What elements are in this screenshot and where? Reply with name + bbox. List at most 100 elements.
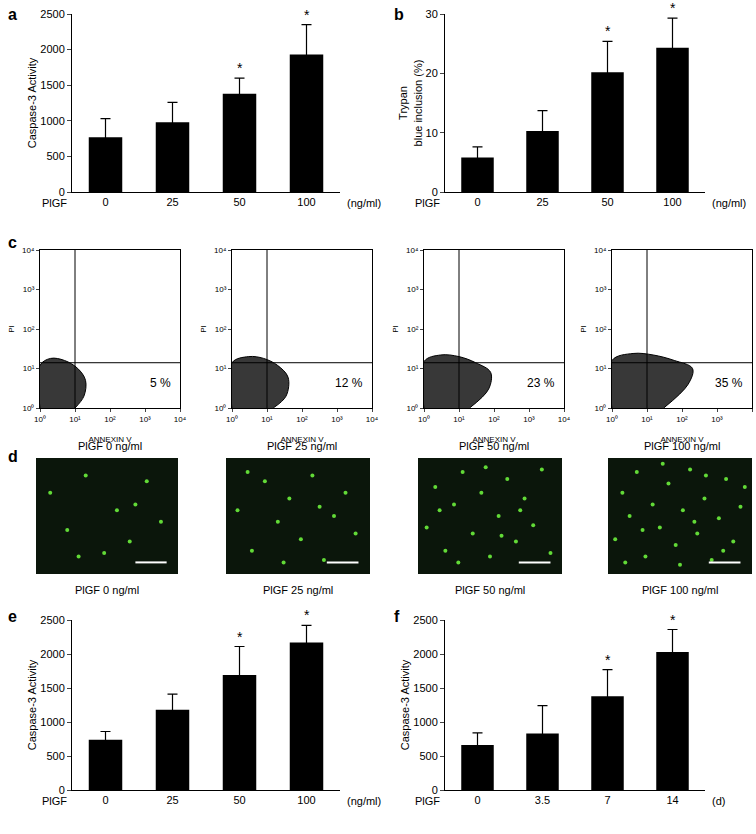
- svg-text:b: b: [394, 6, 404, 23]
- svg-text:100: 100: [663, 196, 681, 208]
- svg-text:*: *: [605, 23, 611, 39]
- svg-text:500: 500: [46, 750, 64, 762]
- svg-text:20: 20: [426, 67, 438, 79]
- svg-text:ANNEXIN V: ANNEXIN V: [88, 435, 132, 444]
- svg-text:PI: PI: [199, 325, 208, 333]
- svg-text:PlGF 50 ng/ml: PlGF 50 ng/ml: [459, 440, 529, 452]
- svg-text:10²: 10²: [407, 325, 419, 334]
- svg-text:1500: 1500: [40, 79, 64, 91]
- svg-text:10⁴: 10⁴: [406, 246, 419, 255]
- svg-text:25: 25: [166, 794, 178, 806]
- svg-text:10¹: 10¹: [407, 364, 419, 373]
- svg-text:c: c: [8, 234, 17, 251]
- svg-text:PlGF 0 ng/ml: PlGF 0 ng/ml: [75, 584, 139, 596]
- svg-text:1000: 1000: [40, 716, 64, 728]
- svg-text:f: f: [394, 608, 400, 625]
- svg-text:Caspase-3 Activity: Caspase-3 Activity: [26, 57, 38, 148]
- svg-text:10²: 10²: [23, 325, 35, 334]
- svg-text:10⁰: 10⁰: [406, 404, 418, 413]
- svg-text:PlGF: PlGF: [42, 197, 67, 209]
- svg-text:100: 100: [297, 794, 315, 806]
- svg-text:ANNEXIN V: ANNEXIN V: [660, 435, 704, 444]
- svg-text:100: 100: [297, 196, 315, 208]
- svg-text:23 %: 23 %: [527, 376, 555, 390]
- svg-text:25: 25: [536, 196, 548, 208]
- svg-text:1500: 1500: [413, 682, 437, 694]
- svg-text:ANNEXIN V: ANNEXIN V: [472, 435, 516, 444]
- svg-text:(ng/ml): (ng/ml): [347, 197, 381, 209]
- svg-text:25: 25: [166, 196, 178, 208]
- svg-text:3.5: 3.5: [535, 794, 550, 806]
- svg-text:PI: PI: [391, 325, 400, 333]
- svg-text:10⁴: 10⁴: [594, 246, 607, 255]
- svg-text:*: *: [304, 7, 310, 23]
- svg-text:10⁰: 10⁰: [594, 404, 606, 413]
- svg-text:10⁰: 10⁰: [214, 404, 226, 413]
- svg-text:10⁰: 10⁰: [34, 415, 46, 424]
- svg-text:PlGF: PlGF: [42, 795, 67, 807]
- svg-text:PlGF 50 ng/ml: PlGF 50 ng/ml: [455, 584, 525, 596]
- svg-text:50: 50: [601, 196, 613, 208]
- svg-text:10⁴: 10⁴: [366, 415, 379, 424]
- svg-text:0: 0: [474, 794, 480, 806]
- svg-text:10¹: 10¹: [453, 415, 465, 424]
- svg-text:*: *: [237, 60, 243, 76]
- svg-text:e: e: [8, 608, 17, 625]
- svg-text:PlGF: PlGF: [415, 795, 440, 807]
- svg-text:*: *: [237, 629, 243, 645]
- svg-text:PI: PI: [579, 325, 588, 333]
- svg-text:50: 50: [233, 794, 245, 806]
- svg-text:1000: 1000: [40, 115, 64, 127]
- svg-text:50: 50: [233, 196, 245, 208]
- svg-text:10¹: 10¹: [641, 415, 653, 424]
- svg-text:PlGF 100 ng/ml: PlGF 100 ng/ml: [642, 584, 718, 596]
- svg-text:500: 500: [46, 150, 64, 162]
- svg-text:0: 0: [102, 794, 108, 806]
- svg-text:10³: 10³: [595, 285, 607, 294]
- svg-text:Caspase-3 Activity: Caspase-3 Activity: [26, 659, 38, 750]
- svg-text:Trypanblue inclusion (%): Trypanblue inclusion (%): [397, 60, 423, 147]
- svg-text:PlGF 25 ng/ml: PlGF 25 ng/ml: [263, 584, 333, 596]
- svg-text:5 %: 5 %: [150, 376, 171, 390]
- svg-text:10³: 10³: [407, 285, 419, 294]
- svg-text:2500: 2500: [413, 614, 437, 626]
- svg-text:(ng/ml): (ng/ml): [347, 795, 381, 807]
- svg-text:10³: 10³: [139, 415, 151, 424]
- svg-text:10⁴: 10⁴: [214, 246, 227, 255]
- svg-text:10²: 10²: [296, 415, 308, 424]
- svg-text:10¹: 10¹: [69, 415, 81, 424]
- svg-text:10²: 10²: [215, 325, 227, 334]
- svg-text:10⁰: 10⁰: [22, 404, 34, 413]
- svg-text:d: d: [8, 448, 18, 465]
- svg-text:10¹: 10¹: [23, 364, 35, 373]
- svg-text:(ng/ml): (ng/ml): [712, 197, 746, 209]
- svg-text:10²: 10²: [595, 325, 607, 334]
- svg-text:0: 0: [432, 186, 438, 198]
- svg-text:10¹: 10¹: [595, 364, 607, 373]
- svg-text:ANNEXIN V: ANNEXIN V: [280, 435, 324, 444]
- svg-text:1500: 1500: [40, 682, 64, 694]
- svg-text:10⁰: 10⁰: [226, 415, 238, 424]
- svg-text:35 %: 35 %: [715, 376, 743, 390]
- svg-text:10¹: 10¹: [215, 364, 227, 373]
- svg-text:*: *: [670, 0, 676, 16]
- svg-text:7: 7: [604, 794, 610, 806]
- svg-text:10²: 10²: [104, 415, 116, 424]
- svg-text:PlGF 100 ng/ml: PlGF 100 ng/ml: [644, 440, 720, 452]
- svg-text:14: 14: [666, 794, 678, 806]
- svg-text:10¹: 10¹: [261, 415, 273, 424]
- svg-text:10³: 10³: [711, 415, 723, 424]
- svg-text:10⁰: 10⁰: [606, 415, 618, 424]
- svg-text:10³: 10³: [331, 415, 343, 424]
- svg-text:2500: 2500: [40, 8, 64, 20]
- svg-text:2500: 2500: [40, 614, 64, 626]
- svg-text:10⁴: 10⁴: [558, 415, 571, 424]
- svg-text:2000: 2000: [40, 648, 64, 660]
- svg-text:10⁰: 10⁰: [418, 415, 430, 424]
- svg-text:2000: 2000: [40, 43, 64, 55]
- svg-text:10⁴: 10⁴: [22, 246, 35, 255]
- svg-text:1000: 1000: [413, 716, 437, 728]
- svg-text:PlGF 0 ng/ml: PlGF 0 ng/ml: [78, 440, 142, 452]
- svg-text:*: *: [605, 652, 611, 668]
- svg-text:0: 0: [59, 784, 65, 796]
